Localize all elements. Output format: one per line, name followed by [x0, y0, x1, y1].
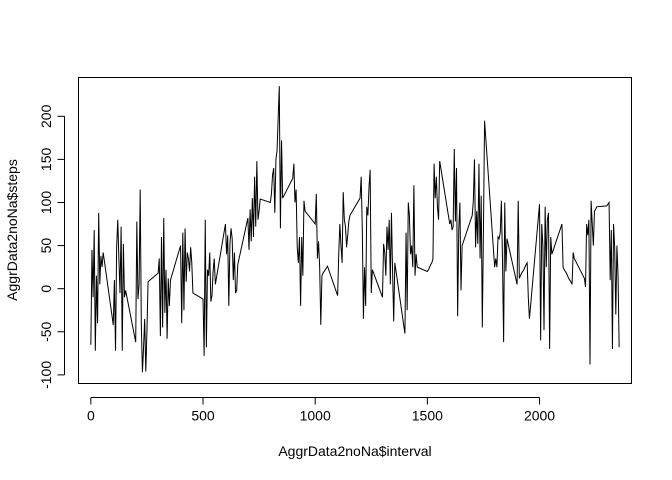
y-tick-label: 200	[38, 104, 54, 128]
y-axis: -100 -50 0 50 100 150 200	[38, 104, 65, 389]
x-tick-label: 2000	[524, 408, 555, 424]
x-tick-label: 500	[191, 408, 215, 424]
y-axis-title: AggrData2noNa$steps	[4, 159, 20, 301]
plot-area-frame	[78, 77, 632, 384]
y-tick-label: 100	[38, 191, 54, 215]
y-tick-label: 50	[38, 238, 54, 254]
y-tick-label: -100	[38, 361, 54, 389]
x-tick-label: 1000	[300, 408, 331, 424]
x-axis: 0 500 1000 1500 2000	[87, 397, 555, 424]
series-line-steps	[90, 86, 620, 373]
x-tick-label: 1500	[412, 408, 443, 424]
y-tick-label: 150	[38, 147, 54, 171]
x-axis-title: AggrData2noNa$interval	[278, 443, 431, 459]
y-tick-label: 0	[38, 285, 54, 293]
x-tick-label: 0	[87, 408, 95, 424]
y-tick-label: -50	[38, 321, 54, 341]
